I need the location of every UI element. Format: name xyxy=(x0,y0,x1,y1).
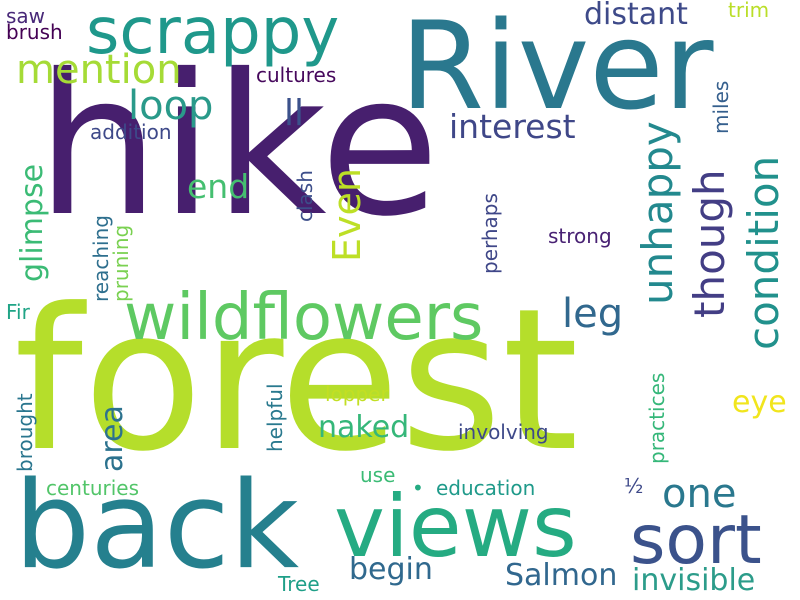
word-distant: distant xyxy=(584,0,688,32)
word-one: one xyxy=(662,471,737,517)
word-begin: begin xyxy=(349,552,433,587)
word-education: education xyxy=(436,476,536,500)
word-eye: eye xyxy=(732,385,787,420)
word-forest: forest xyxy=(14,267,579,495)
word-strong: strong xyxy=(548,224,612,248)
word-end: end xyxy=(187,167,250,206)
word-though: though xyxy=(685,169,734,318)
word-sort: sort xyxy=(630,501,762,580)
word-helpful: helpful xyxy=(263,383,287,452)
word-area: area xyxy=(95,405,130,472)
word-brush: brush xyxy=(6,20,63,44)
word-ll: ll xyxy=(284,93,305,134)
word-invisible: invisible xyxy=(632,563,756,598)
word-scrappy: scrappy xyxy=(86,0,340,69)
word-salmon: Salmon xyxy=(505,558,618,593)
word-practices: practices xyxy=(645,373,669,464)
word-clash: clash xyxy=(293,170,317,222)
word-trim: trim xyxy=(728,0,770,22)
word-brought: brought xyxy=(13,393,37,472)
word-interest: interest xyxy=(449,107,576,146)
word-centuries: centuries xyxy=(46,476,139,500)
word-miles: miles xyxy=(709,81,733,134)
word-wildflowers: wildflowers xyxy=(124,281,484,355)
word-back: back xyxy=(14,457,300,596)
word-glimpse: glimpse xyxy=(15,164,50,282)
word-loop: loop xyxy=(128,83,214,129)
word-bullet: • xyxy=(412,476,424,500)
word-use: use xyxy=(360,463,396,487)
word-saw: saw xyxy=(6,4,46,28)
word-cultures: cultures xyxy=(256,63,337,87)
word-leg: leg xyxy=(562,291,624,337)
word-river: River xyxy=(400,0,714,137)
word-mention: mention xyxy=(16,47,182,93)
word-views: views xyxy=(334,477,577,577)
word-unhappy: unhappy xyxy=(633,121,682,305)
word-half: ½ xyxy=(624,474,644,498)
word-pruning: pruning xyxy=(109,225,133,302)
word-tree: Tree xyxy=(278,572,320,596)
word-addition: addition xyxy=(90,120,172,144)
word-naked: naked xyxy=(318,410,410,445)
word-involving: involving xyxy=(458,420,549,444)
word-reaching: reaching xyxy=(89,215,113,302)
word-hike: hike xyxy=(36,32,440,259)
word-condition: condition xyxy=(739,156,788,350)
word-even: Even xyxy=(325,168,369,262)
word-perhaps: perhaps xyxy=(478,193,502,274)
word-lopper: lopper xyxy=(325,382,389,406)
word-fir: Fir xyxy=(6,300,30,324)
